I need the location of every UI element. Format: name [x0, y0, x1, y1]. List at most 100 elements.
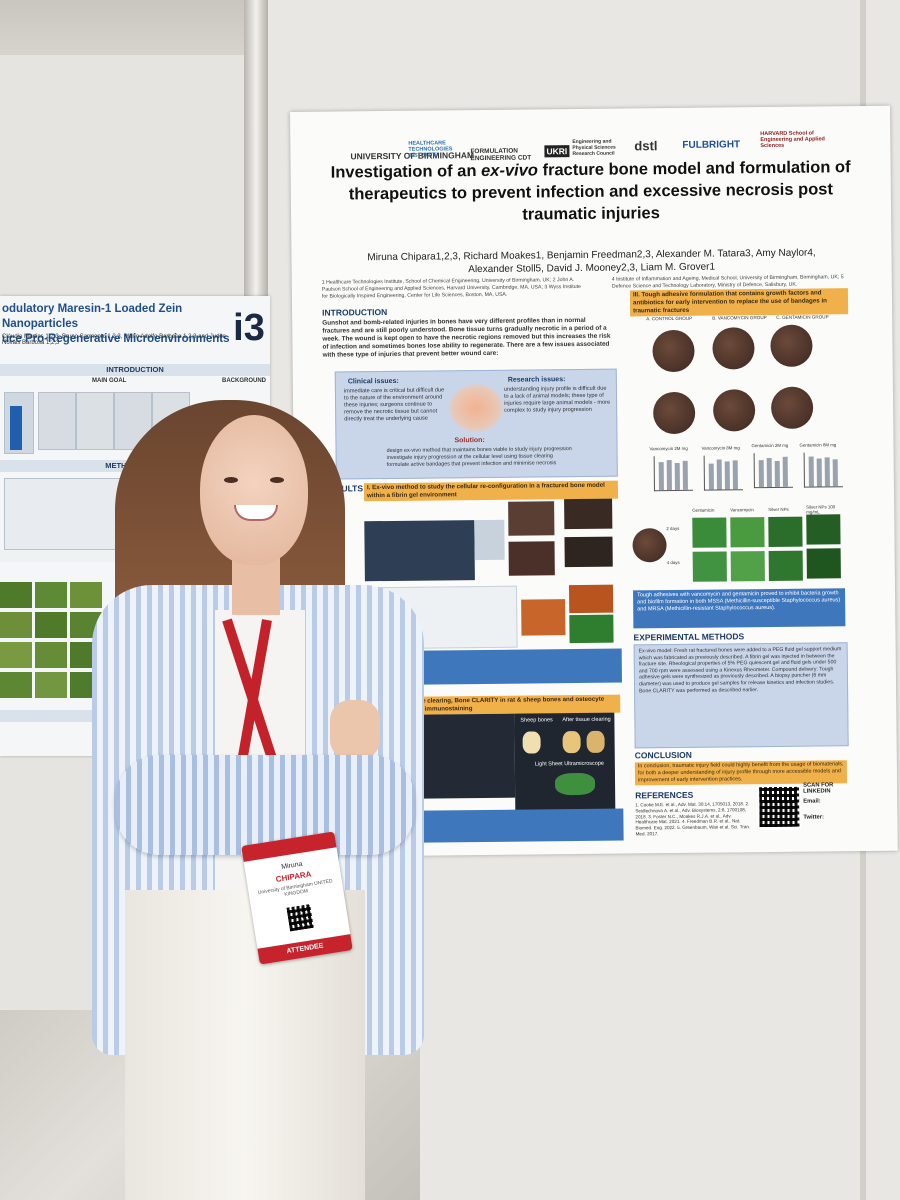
left-poster-green-micrographs [0, 582, 104, 698]
group-vancomycin: B. VANCOMYCIN GROUP [712, 315, 767, 321]
research-issues-text: understanding injury profile is difficul… [503, 385, 611, 414]
petri-dish [632, 528, 667, 563]
label-light-sheet: Light Sheet Ultramicroscope [534, 760, 604, 768]
linkedin-qr-code[interactable] [757, 784, 802, 830]
issues-box: Clinical issues: immediate care is criti… [334, 368, 618, 480]
fluorescence-image [806, 514, 841, 545]
research-issues-heading: Research issues: [507, 376, 566, 384]
petri-dish [652, 329, 695, 373]
bar-chart [753, 452, 793, 489]
clinical-issues-text: immediate care is critical but difficult… [343, 387, 445, 423]
light-sheet-image [554, 772, 596, 796]
poster-title: Investigation of an ex-vivo fracture bon… [330, 158, 851, 224]
left-poster-section-introduction: INTRODUCTION [0, 364, 270, 376]
logo-ukri: UKRI [544, 145, 570, 158]
logo-harvard-seas: HARVARD School of Engineering and Applie… [760, 130, 825, 150]
left-poster-main-goal: MAIN GOAL [92, 378, 127, 384]
tough-adhesive-note: Tough adhesives with vancomycin and gent… [633, 588, 846, 629]
references-text: 1. Cooke M.E. et al., Adv. Mat. 30:14, 1… [635, 801, 751, 837]
logo-dstl: dstl [634, 138, 658, 154]
fluorescence-image [768, 550, 803, 582]
person-hand [330, 700, 380, 760]
results-section-3-bar: III. Tough adhesive formulation that con… [629, 288, 849, 317]
conclusion-heading: CONCLUSION [634, 749, 692, 761]
day-label: 2 days [666, 525, 680, 532]
solution-list: design ex-vivo method that maintains bon… [387, 446, 607, 469]
left-poster-title: odulatory Maresin-1 Loaded Zein Nanopart… [0, 302, 232, 347]
left-poster-title-line1: odulatory Maresin-1 Loaded Zein Nanopart… [2, 303, 183, 330]
fibrin-gel-diagram [474, 519, 505, 561]
logo-hti: HEALTHCARE TECHNOLOGIES INSTITUTE [408, 140, 453, 159]
methods-heading: EXPERIMENTAL METHODS [633, 631, 745, 643]
bone-cell-image [508, 501, 555, 536]
methods-text: Ex-vivo model: Fresh rat fractured bones… [638, 646, 842, 694]
results-section-2-bar: II. Tissue clearing, Bone CLARITY in rat… [396, 694, 621, 715]
results-peg-note [395, 648, 622, 685]
fluorescence-image [730, 551, 765, 582]
day-label: 4 days [666, 559, 680, 566]
chart-label: Gentamicin 2M mg [751, 442, 789, 449]
cleared-bone [562, 730, 581, 754]
scan-linkedin-label: SCAN FOR LINKEDIN [803, 782, 834, 795]
fluorescence-image [806, 548, 841, 579]
left-poster-authors: Cláudia Martins 1,2,3, Bruno Sarmento 1,… [2, 334, 226, 346]
left-poster-background: BACKGROUND [222, 378, 266, 384]
fluor-label: Vancomycin [730, 507, 754, 513]
logo-fulbright: FULBRIGHT [682, 139, 741, 151]
bone-cell-image [508, 541, 555, 576]
bar-chart [653, 455, 693, 492]
chart-label: Gentamicin 8M mg [799, 442, 837, 448]
chart-label: Vancomycin 2M mg [649, 445, 688, 452]
bone-cell-image [564, 498, 613, 530]
fluor-label: Gentamicin [692, 507, 715, 513]
chart-label: Vancomycin 8M mg [701, 445, 740, 451]
bone-cell-image [564, 536, 613, 568]
fluorescence-image [730, 517, 765, 548]
clinical-issues-heading: Clinical issues: [347, 377, 399, 386]
cleared-bone [586, 730, 605, 753]
results-clarity-note [397, 808, 624, 843]
i3s-logo: i3 [233, 307, 265, 349]
petri-dish [712, 389, 756, 432]
fluorescence-image [692, 517, 727, 548]
email-label: Email: [803, 798, 821, 805]
bar-chart [703, 455, 743, 491]
fluor-label: Silver NPs [768, 506, 789, 513]
references-heading: REFERENCES [635, 789, 694, 801]
left-poster-figure [38, 392, 76, 450]
microscopy-panel [364, 520, 475, 582]
group-control: A. CONTROL GROUP [646, 315, 693, 322]
petri-dish [652, 391, 696, 435]
petri-dish [712, 327, 755, 370]
intro-text: Gunshot and bomb-related injuries in bon… [322, 316, 611, 359]
immunostaining-image [521, 599, 566, 636]
immunostaining-image [569, 614, 614, 644]
left-poster-figure [76, 392, 114, 450]
badge-qr-code [284, 901, 317, 934]
person-neck [232, 555, 280, 615]
right-eye [270, 477, 284, 483]
methods-box: Ex-vivo model: Fresh rat fractured bones… [633, 642, 849, 749]
conference-badge: Miruna CHIPARA University of Birmingham … [241, 831, 353, 965]
petri-dish [770, 386, 814, 429]
logo-epsrc: Engineering and Physical Sciences Resear… [572, 138, 616, 158]
left-poster-bar [10, 406, 22, 450]
left-eye [224, 477, 238, 483]
bar-chart [803, 452, 843, 488]
label-after-clearing: After tissue clearing [562, 716, 611, 724]
sheep-bone-panel: Sheep bones After tissue clearing Light … [514, 712, 616, 814]
fluor-label: Silver NPs 100 mg/mL [806, 504, 836, 515]
person-crossed-arms [115, 755, 415, 855]
immunostaining-image [568, 584, 614, 614]
poster-affiliations-left: 1 Healthcare Technologies Institute, Sch… [321, 277, 581, 300]
intro-heading: INTRODUCTION [322, 306, 388, 318]
poster-authors: Miruna Chipara1,2,3, Richard Moakes1, Be… [367, 247, 816, 276]
person-face [200, 415, 308, 565]
injury-illustration [447, 382, 505, 434]
label-sheep-bones: Sheep bones [520, 717, 553, 724]
petri-dish [770, 324, 813, 367]
solution-heading: Solution: [454, 436, 485, 445]
fluorescence-image [768, 516, 803, 548]
left-poster-title-line2: uce Pro-Regenerative Microenvironments [2, 333, 230, 345]
solution-item: formulate active bandages that prevent i… [386, 460, 557, 469]
